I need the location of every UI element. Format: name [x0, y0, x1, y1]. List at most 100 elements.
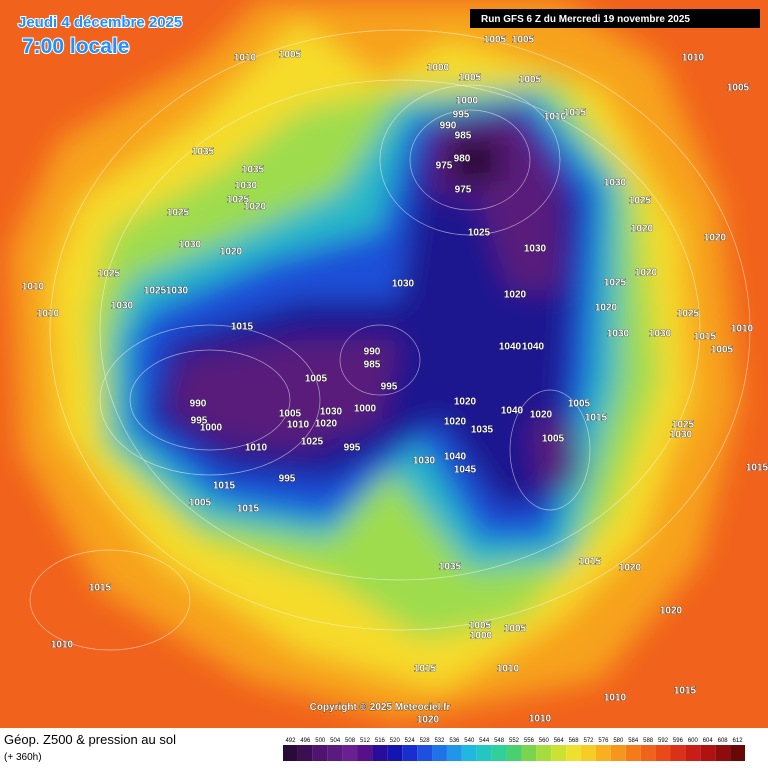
pressure-label: 1010	[731, 324, 754, 335]
pressure-label: 1015	[694, 332, 717, 343]
pressure-label: 1000	[470, 631, 493, 642]
pressure-label: 1020	[504, 290, 527, 301]
legend-scale-label: 528	[420, 738, 431, 744]
forecast-date: Jeudi 4 décembre 2025	[18, 14, 182, 31]
pressure-label: 1030	[111, 301, 134, 312]
legend-swatch	[655, 745, 671, 761]
legend-scale-label: 548	[494, 738, 505, 744]
legend-scale-label: 492	[285, 738, 296, 744]
legend-swatch	[640, 745, 656, 761]
pressure-label: 1005	[504, 624, 527, 635]
legend-title: Géop. Z500 & pression au sol	[4, 732, 176, 747]
field-region	[450, 140, 500, 185]
pressure-label: 1020	[530, 410, 553, 421]
pressure-label: 1030	[604, 178, 627, 189]
legend-scale-label: 584	[628, 738, 639, 744]
pressure-label: 1015	[213, 481, 236, 492]
pressure-label: 1015	[579, 557, 602, 568]
pressure-label: 1010	[529, 714, 552, 725]
legend-swatch	[357, 745, 373, 761]
legend-swatch	[581, 745, 596, 761]
legend-scale-label: 608	[718, 738, 729, 744]
legend-swatch	[461, 745, 477, 761]
pressure-label: 980	[454, 154, 471, 165]
pressure-label: 1010	[51, 640, 74, 651]
legend-scale-label: 564	[554, 738, 565, 744]
legend-scale-label: 500	[315, 738, 326, 744]
pressure-label: 1020	[595, 303, 618, 314]
pressure-label: 1020	[704, 233, 727, 244]
legend-scale-label: 516	[375, 738, 386, 744]
pressure-label: 1015	[585, 413, 608, 424]
pressure-label: 1005	[542, 434, 565, 445]
pressure-label: 1020	[315, 419, 338, 430]
pressure-label: 1010	[604, 693, 627, 704]
legend-scale-label: 496	[300, 738, 311, 744]
pressure-label: 990	[364, 347, 381, 358]
pressure-label: 1000	[200, 423, 223, 434]
pressure-label: 1005	[512, 35, 535, 46]
legend-swatch	[387, 745, 403, 761]
pressure-label: 1015	[237, 504, 260, 515]
legend-scale-label: 524	[405, 738, 416, 744]
pressure-label: 1005	[279, 50, 302, 61]
isobars	[29, 29, 751, 651]
pressure-label: 1020	[444, 417, 467, 428]
forecast-time: 7:00 locale	[22, 35, 129, 58]
legend-swatch	[327, 745, 343, 761]
pressure-label: 1040	[522, 342, 545, 353]
legend-swatch	[670, 745, 686, 761]
pressure-label: 1025	[629, 196, 652, 207]
pressure-label: 1020	[417, 715, 440, 726]
legend-scale-label: 560	[539, 738, 550, 744]
legend-swatch	[566, 745, 582, 761]
legend-scale-label: 504	[330, 738, 341, 744]
legend-scale-label: 604	[703, 738, 714, 744]
legend-swatch	[700, 745, 716, 761]
pressure-label: 1035	[242, 165, 265, 176]
pressure-label: 1025	[468, 228, 491, 239]
legend-swatch	[730, 745, 745, 761]
pressure-label: 1020	[244, 202, 267, 213]
legend-swatch	[491, 745, 507, 761]
pressure-label: 1020	[619, 563, 642, 574]
pressure-label: 1010	[682, 53, 705, 64]
pressure-label: 1010	[287, 420, 310, 431]
pressure-label: 975	[455, 185, 472, 196]
pressure-label: 995	[381, 382, 398, 393]
pressure-label: 990	[440, 121, 457, 132]
pressure-label: 1045	[454, 465, 477, 476]
copyright: Copyright © 2025 Meteociel.fr	[310, 702, 451, 713]
pressure-label: 1020	[631, 224, 654, 235]
legend-swatch	[610, 745, 626, 761]
run-info: Run GFS 6 Z du Mercredi 19 novembre 2025	[481, 14, 690, 25]
legend-swatch	[536, 745, 552, 761]
pressure-label: 1000	[456, 96, 479, 107]
legend-swatch	[506, 745, 522, 761]
legend-scale-label: 532	[434, 738, 445, 744]
legend-swatch	[312, 745, 328, 761]
pressure-label: 1030	[607, 329, 630, 340]
pressure-label: 1010	[245, 443, 268, 454]
legend-swatch	[446, 745, 462, 761]
pressure-label: 1030	[179, 240, 202, 251]
pressure-label: 1025	[144, 286, 167, 297]
pressure-label: 995	[344, 443, 361, 454]
pressure-label: 1025	[672, 420, 695, 431]
pressure-label: 1015	[414, 664, 437, 675]
pressure-label: 1040	[499, 342, 522, 353]
pressure-label: 1030	[392, 279, 415, 290]
pressure-label: 1025	[98, 269, 121, 280]
legend-scale-label: 580	[613, 738, 624, 744]
legend-scale-label: 596	[673, 738, 684, 744]
pressure-label: 1015	[89, 583, 112, 594]
pressure-label: 1010	[234, 53, 257, 64]
legend-scale-label: 536	[449, 738, 460, 744]
pressure-label: 1020	[220, 247, 243, 258]
pressure-label: 1025	[604, 278, 627, 289]
pressure-label: 1010	[22, 282, 45, 293]
legend-swatch	[551, 745, 567, 761]
pressure-label: 1030	[524, 244, 547, 255]
legend-swatch	[432, 745, 447, 761]
